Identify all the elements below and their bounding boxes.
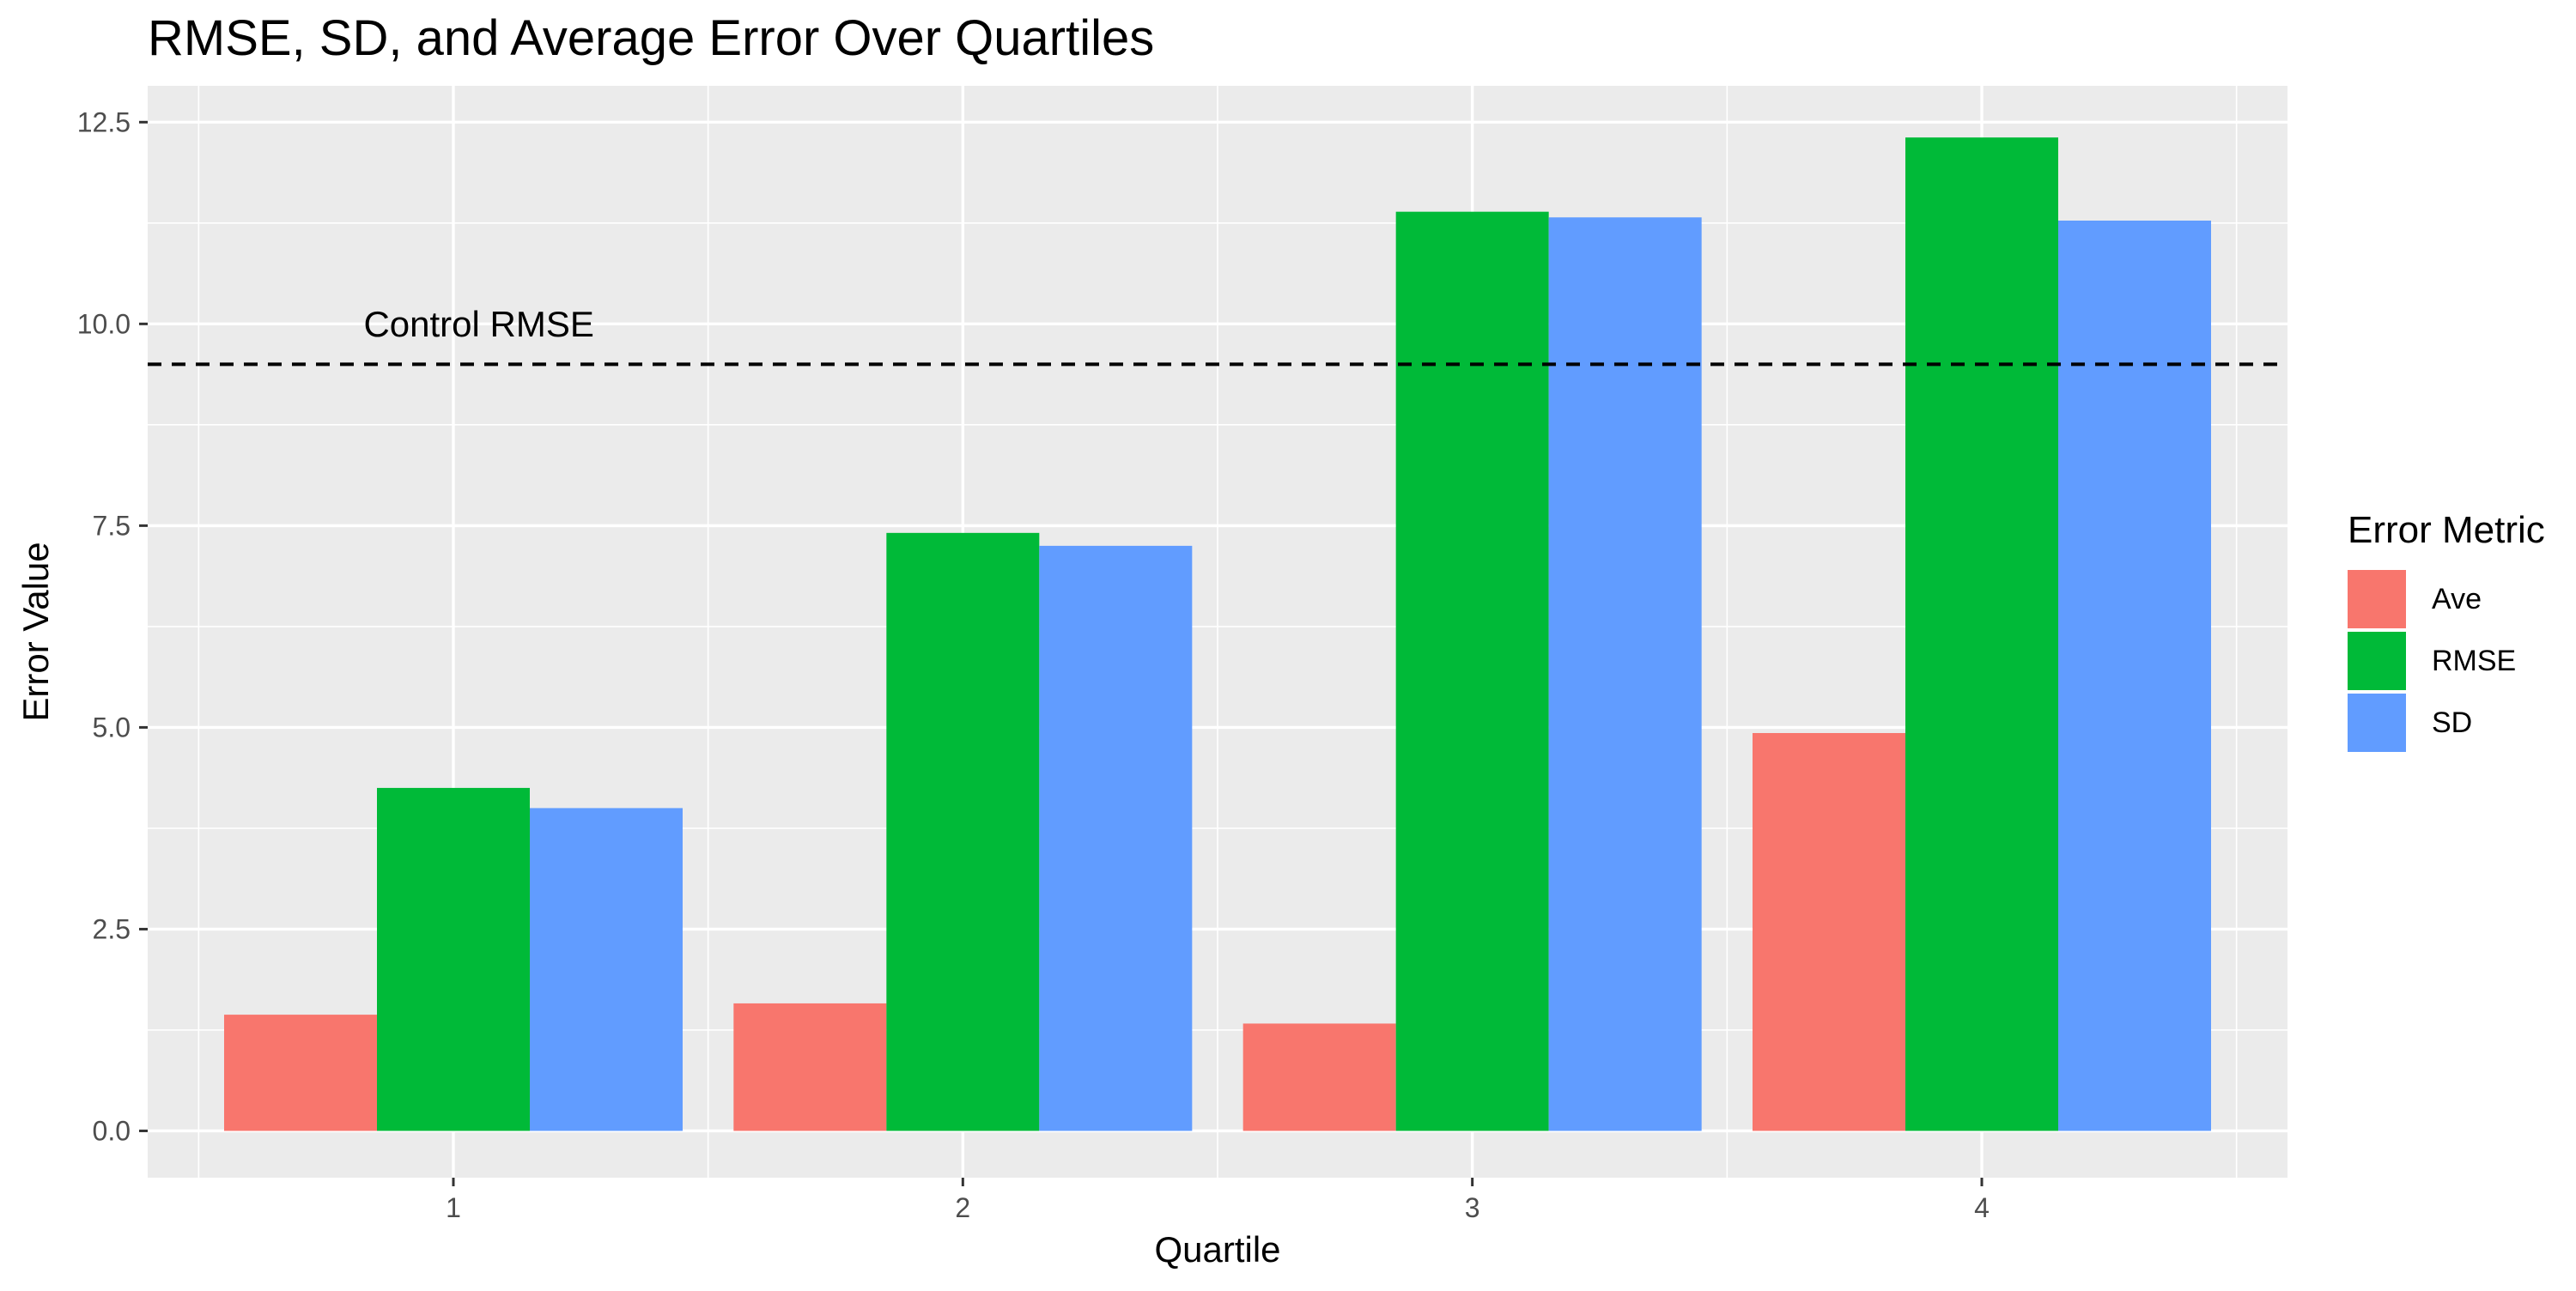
x-tick-label: 1 bbox=[446, 1192, 461, 1223]
x-axis-label: Quartile bbox=[1154, 1229, 1280, 1270]
legend: Error Metric Ave RMSE SD bbox=[2348, 509, 2545, 752]
bar-rmse-q1 bbox=[377, 787, 530, 1131]
chart-title: RMSE, SD, and Average Error Over Quartil… bbox=[148, 10, 1154, 66]
legend-key-sd bbox=[2348, 694, 2406, 752]
y-axis: 0.0 2.5 5.0 7.5 10.0 12.5 bbox=[77, 106, 148, 1146]
reference-line-group: Control RMSE bbox=[148, 304, 2287, 367]
bar-sd-q3 bbox=[1548, 217, 1702, 1131]
legend-key-ave bbox=[2348, 570, 2406, 628]
y-tick-label: 2.5 bbox=[93, 913, 131, 944]
x-axis: 1 2 3 4 bbox=[446, 1178, 1990, 1223]
bar-ave-q4 bbox=[1753, 732, 1905, 1131]
x-tick-label: 3 bbox=[1465, 1192, 1480, 1223]
bar-ave-q2 bbox=[733, 1003, 887, 1131]
legend-label-sd: SD bbox=[2432, 706, 2472, 739]
bar-sd-q1 bbox=[530, 808, 683, 1131]
bar-rmse-q4 bbox=[1905, 137, 2058, 1131]
legend-label-rmse: RMSE bbox=[2432, 645, 2516, 677]
y-tick-label: 5.0 bbox=[93, 712, 131, 742]
bar-ave-q1 bbox=[224, 1015, 377, 1131]
x-tick-label: 2 bbox=[955, 1192, 970, 1223]
y-tick-label: 0.0 bbox=[93, 1115, 131, 1146]
legend-items: Ave RMSE SD bbox=[2348, 570, 2516, 752]
legend-label-ave: Ave bbox=[2432, 583, 2482, 615]
bar-sd-q2 bbox=[1039, 545, 1193, 1131]
y-tick-label: 12.5 bbox=[77, 106, 131, 137]
legend-title: Error Metric bbox=[2348, 509, 2545, 551]
bar-sd-q4 bbox=[2058, 221, 2211, 1131]
y-tick-label: 10.0 bbox=[77, 308, 131, 339]
y-tick-label: 7.5 bbox=[93, 510, 131, 541]
legend-key-rmse bbox=[2348, 632, 2406, 690]
bars bbox=[224, 137, 2211, 1131]
y-axis-label: Error Value bbox=[15, 542, 56, 721]
bar-rmse-q3 bbox=[1395, 211, 1549, 1131]
bar-ave-q3 bbox=[1242, 1023, 1396, 1131]
bar-rmse-q2 bbox=[886, 532, 1040, 1131]
x-tick-label: 4 bbox=[1974, 1192, 1990, 1223]
reference-line-label: Control RMSE bbox=[363, 304, 593, 344]
